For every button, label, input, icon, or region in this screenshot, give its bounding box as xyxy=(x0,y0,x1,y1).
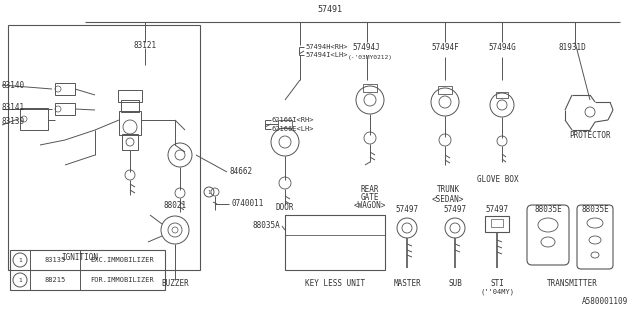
Text: IGNITION: IGNITION xyxy=(61,253,99,262)
Bar xyxy=(363,84,377,92)
Text: 83121: 83121 xyxy=(133,41,157,50)
Bar xyxy=(55,103,75,115)
Bar xyxy=(278,120,292,128)
Bar xyxy=(491,219,503,227)
Bar xyxy=(285,215,385,235)
Bar xyxy=(55,83,75,95)
Text: 1: 1 xyxy=(18,277,22,283)
Bar xyxy=(118,90,142,102)
Bar xyxy=(122,134,138,150)
Text: 57497: 57497 xyxy=(485,205,509,214)
Text: 57497: 57497 xyxy=(444,205,467,214)
Text: 57491: 57491 xyxy=(317,5,342,14)
Text: KEY LESS UNIT: KEY LESS UNIT xyxy=(305,279,365,289)
Bar xyxy=(485,216,509,232)
Text: SUB: SUB xyxy=(448,279,462,289)
Text: 88035E: 88035E xyxy=(581,205,609,214)
Text: A580001109: A580001109 xyxy=(582,298,628,307)
Bar xyxy=(285,215,385,270)
Text: 0740011: 0740011 xyxy=(232,199,264,209)
Bar xyxy=(121,100,139,112)
Text: REAR: REAR xyxy=(361,186,380,195)
Text: STI: STI xyxy=(490,279,504,289)
Bar xyxy=(119,111,141,135)
Bar xyxy=(438,86,452,94)
Text: 57494H<RH>: 57494H<RH> xyxy=(305,44,348,50)
Text: 57494F: 57494F xyxy=(431,43,459,52)
Text: (-'03MY0212): (-'03MY0212) xyxy=(348,54,392,60)
Text: 88215: 88215 xyxy=(44,277,66,283)
Text: PROTECTOR: PROTECTOR xyxy=(569,131,611,140)
Text: 84662: 84662 xyxy=(230,167,253,177)
Text: DOOR: DOOR xyxy=(276,204,294,212)
Text: 62166I<RH>: 62166I<RH> xyxy=(272,117,314,123)
Text: <WAGON>: <WAGON> xyxy=(354,202,386,211)
Bar xyxy=(10,250,165,290)
Text: 57494I<LH>: 57494I<LH> xyxy=(305,52,348,58)
Text: 88035A: 88035A xyxy=(252,221,280,230)
Text: 88021: 88021 xyxy=(163,201,187,210)
Text: 83135: 83135 xyxy=(44,257,66,263)
Text: 1: 1 xyxy=(18,258,22,262)
Text: BUZZER: BUZZER xyxy=(161,279,189,289)
Bar xyxy=(496,92,508,98)
Text: GATE: GATE xyxy=(361,194,380,203)
Text: TRANSMITTER: TRANSMITTER xyxy=(547,279,597,289)
Text: 57494G: 57494G xyxy=(488,43,516,52)
Bar xyxy=(20,108,48,130)
Text: 83139: 83139 xyxy=(2,117,25,126)
Text: (''04MY): (''04MY) xyxy=(480,289,514,295)
Text: 88035E: 88035E xyxy=(534,205,562,214)
Text: 57494J: 57494J xyxy=(352,43,380,52)
Text: <SEDAN>: <SEDAN> xyxy=(432,195,464,204)
Text: FOR.IMMOBILIZER: FOR.IMMOBILIZER xyxy=(90,277,154,283)
Text: 1: 1 xyxy=(207,189,211,195)
Text: 81931D: 81931D xyxy=(558,43,586,52)
Text: TRUNK: TRUNK xyxy=(436,186,460,195)
Text: 83140: 83140 xyxy=(2,81,25,90)
Text: EXC.IMMOBILIZER: EXC.IMMOBILIZER xyxy=(90,257,154,263)
Text: MASTER: MASTER xyxy=(393,279,421,289)
Text: 57497: 57497 xyxy=(396,205,419,214)
Text: GLOVE BOX: GLOVE BOX xyxy=(477,175,519,185)
Bar xyxy=(8,25,200,270)
Text: 62166E<LH>: 62166E<LH> xyxy=(272,126,314,132)
Text: 83141: 83141 xyxy=(2,103,25,113)
